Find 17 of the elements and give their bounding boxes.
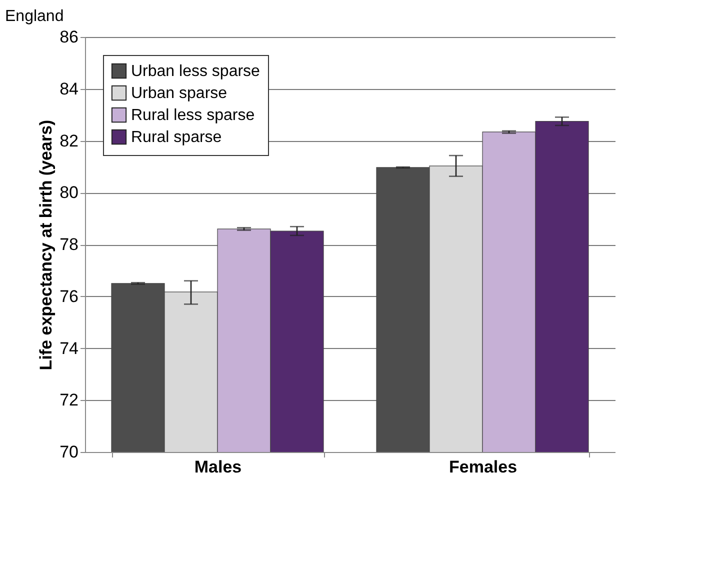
chart-title: England — [5, 8, 64, 25]
x-tick-label: Males — [194, 458, 242, 476]
legend-label: Urban less sparse — [131, 63, 260, 80]
y-tick-label: 84 — [60, 79, 78, 98]
y-tick-label: 76 — [60, 286, 78, 306]
x-tick-label: Females — [448, 458, 518, 476]
y-axis-title: Life expectancy at birth (years) — [36, 120, 56, 370]
y-tick-label: 86 — [60, 28, 78, 46]
y-tick-label: 78 — [60, 235, 78, 254]
legend-label: Rural less sparse — [131, 107, 255, 124]
y-tick-label: 70 — [60, 442, 78, 462]
y-tick-label: 74 — [60, 338, 78, 358]
y-tick-label: 80 — [60, 183, 78, 202]
y-tick-label: 72 — [60, 390, 78, 410]
legend-label: Urban sparse — [131, 85, 228, 102]
y-tick-label: 82 — [60, 131, 78, 150]
legend-label: Rural sparse — [131, 129, 222, 146]
